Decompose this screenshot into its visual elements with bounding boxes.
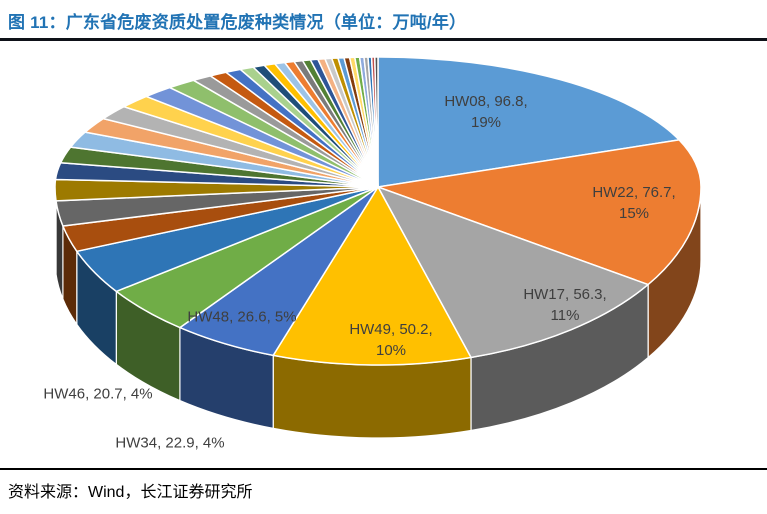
slice-label-hw08: HW08, 96.8, 19% <box>444 93 528 131</box>
pie-slice-small-40 <box>374 56 379 188</box>
pie-slice-hw22 <box>377 139 702 286</box>
pie-slice-side-hw49 <box>272 354 472 439</box>
slice-label-hw17: HW17, 56.3, 11% <box>523 286 607 324</box>
slice-label-hw34: HW34, 22.9, 4% <box>115 434 225 452</box>
source-divider <box>0 468 767 470</box>
slice-label-hw49: HW49, 50.2, 10% <box>349 321 433 359</box>
source-note: 资料来源：Wind，长江证券研究所 <box>8 484 253 501</box>
slice-label-hw22: HW22, 76.7, 15% <box>592 184 676 222</box>
pie-slice-hw17 <box>377 186 649 359</box>
title-divider <box>0 38 767 41</box>
slice-label-hw46: HW46, 20.7, 4% <box>43 385 153 403</box>
figure-title: 图 11：广东省危废资质处置危废种类情况（单位：万吨/年） <box>8 13 467 32</box>
pie-slice-hw49 <box>272 186 472 366</box>
slice-label-hw48: HW48, 26.6, 5% <box>187 308 297 326</box>
pie-slice-hw08 <box>377 56 680 188</box>
